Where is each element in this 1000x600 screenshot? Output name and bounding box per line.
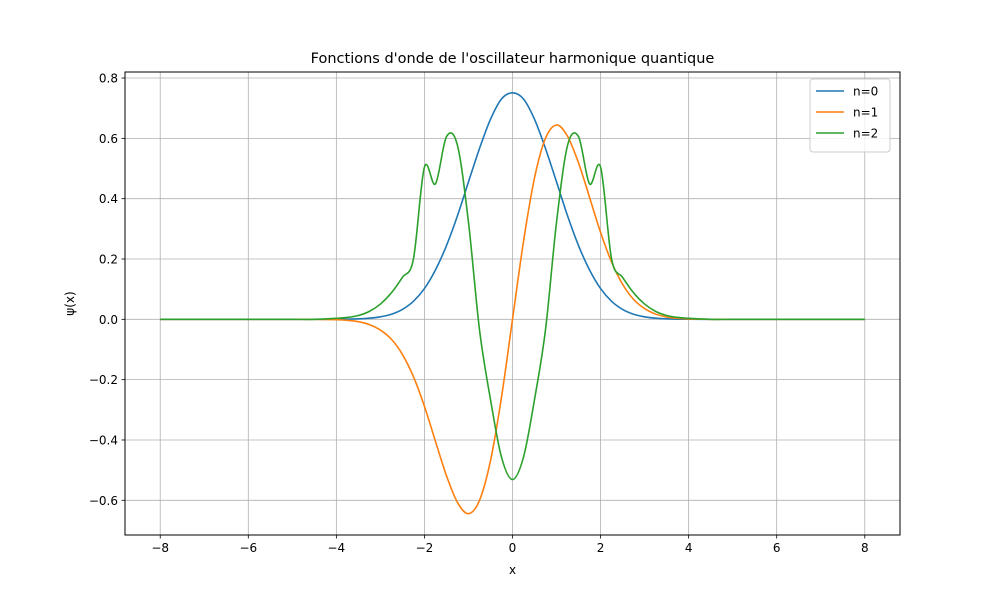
y-tick-label: −0.4 xyxy=(89,433,118,447)
y-axis-label: ψ(x) xyxy=(63,291,77,315)
x-tick-label: 4 xyxy=(685,541,693,555)
x-axis-label: x xyxy=(509,563,516,577)
y-tick-label: −0.2 xyxy=(89,373,118,387)
series-line-n=0 xyxy=(160,91,865,321)
x-tick-label: −4 xyxy=(328,541,346,555)
series-lines xyxy=(160,91,865,515)
x-tick-label: −8 xyxy=(151,541,169,555)
legend-label: n=1 xyxy=(853,106,878,120)
legend-label: n=0 xyxy=(853,85,878,99)
y-tick-label: 0.2 xyxy=(99,253,118,267)
series-line-n=1 xyxy=(160,124,865,515)
y-axis: −0.6 −0.4 −0.2 0.0 0.2 0.4 0.6 0.8 xyxy=(89,72,125,508)
x-axis: −8 −6 −4 −2 0 2 4 6 8 xyxy=(151,535,869,555)
x-tick-label: −2 xyxy=(416,541,434,555)
series-line-n=2 xyxy=(160,132,865,481)
y-tick-label: −0.6 xyxy=(89,494,118,508)
x-tick-label: 0 xyxy=(509,541,517,555)
y-tick-label: 0.6 xyxy=(99,132,118,146)
x-tick-label: 6 xyxy=(773,541,781,555)
x-tick-label: 2 xyxy=(597,541,605,555)
y-tick-label: 0.8 xyxy=(99,72,118,86)
x-tick-label: −6 xyxy=(239,541,257,555)
x-tick-label: 8 xyxy=(861,541,869,555)
y-tick-label: 0.4 xyxy=(99,192,118,206)
y-tick-label: 0.0 xyxy=(99,313,118,327)
legend: n=0 n=1 n=2 xyxy=(809,78,891,153)
legend-label: n=2 xyxy=(853,127,878,141)
chart-title: Fonctions d'onde de l'oscillateur harmon… xyxy=(311,51,715,67)
